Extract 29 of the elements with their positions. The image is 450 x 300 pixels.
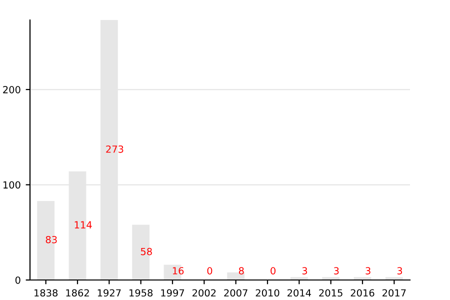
x-tick-label: 1997 xyxy=(161,289,184,297)
x-tick-label: 1958 xyxy=(130,289,153,297)
data-label: 58 xyxy=(140,248,152,256)
x-tick-label: 1927 xyxy=(98,289,121,297)
data-label: 0 xyxy=(270,267,276,274)
data-label: 3 xyxy=(334,267,339,274)
bar xyxy=(132,224,150,280)
x-tick-label: 2015 xyxy=(319,289,342,297)
x-tick-label: 2017 xyxy=(382,289,406,297)
data-label: 114 xyxy=(74,221,92,228)
y-tick-label: 200 xyxy=(3,86,20,94)
bar xyxy=(37,200,55,280)
x-tick-label: 1838 xyxy=(34,289,58,297)
data-label: 0 xyxy=(207,267,212,274)
x-tick-label: 1862 xyxy=(66,289,89,297)
x-tick-label: 2016 xyxy=(350,289,374,297)
x-tick-label: 2007 xyxy=(224,289,248,297)
data-label: 3 xyxy=(397,267,402,274)
data-label: 16 xyxy=(172,267,184,274)
data-label: 8 xyxy=(238,267,244,274)
data-label: 273 xyxy=(106,145,124,153)
y-tick-label: 100 xyxy=(3,181,20,189)
x-tick-label: 2014 xyxy=(288,289,311,297)
data-label: 3 xyxy=(302,267,308,274)
y-tick-label: 0 xyxy=(15,276,20,284)
x-tick-label: 2002 xyxy=(192,289,216,297)
data-label: 3 xyxy=(366,267,370,274)
x-tick-label: 2010 xyxy=(256,289,280,297)
data-label: 83 xyxy=(46,236,57,244)
